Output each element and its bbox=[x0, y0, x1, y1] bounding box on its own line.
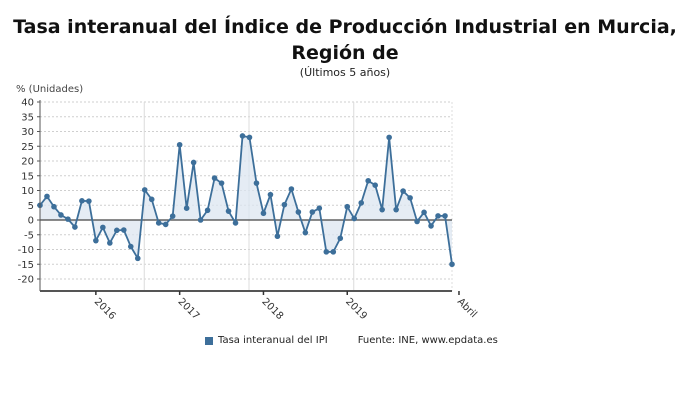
chart-title-line1: Tasa interanual del Índice de Producción… bbox=[13, 16, 677, 38]
chart-title: Tasa interanual del Índice de Producción… bbox=[0, 14, 690, 66]
data-point[interactable] bbox=[239, 133, 246, 139]
data-point[interactable] bbox=[316, 205, 323, 211]
data-point[interactable] bbox=[197, 217, 204, 223]
data-point[interactable] bbox=[107, 240, 113, 246]
data-point[interactable] bbox=[204, 207, 211, 214]
y-tick-label: 0 bbox=[28, 216, 34, 227]
data-point[interactable] bbox=[148, 196, 155, 203]
x-axis-ticks: 2016 2017 2018 2019 Abril bbox=[92, 291, 479, 322]
data-point[interactable] bbox=[428, 223, 434, 229]
data-point[interactable] bbox=[302, 229, 309, 236]
legend: Tasa interanual del IPI Fuente: INE, www… bbox=[205, 335, 498, 346]
series-area bbox=[40, 135, 452, 265]
data-point[interactable] bbox=[414, 218, 420, 225]
y-tick-label: 5 bbox=[28, 201, 34, 212]
y-tick-label: 10 bbox=[21, 186, 34, 197]
data-point[interactable] bbox=[267, 191, 274, 198]
data-point[interactable] bbox=[141, 187, 148, 193]
data-point[interactable] bbox=[344, 203, 351, 210]
data-point[interactable] bbox=[337, 235, 344, 242]
data-point[interactable] bbox=[260, 210, 267, 217]
data-point[interactable] bbox=[218, 180, 225, 186]
data-point[interactable] bbox=[274, 233, 281, 240]
data-point[interactable] bbox=[386, 134, 392, 141]
y-tick-label: 15 bbox=[21, 171, 34, 182]
source-label: Fuente: INE, www.epdata.es bbox=[357, 335, 498, 346]
data-point[interactable] bbox=[232, 220, 239, 226]
data-point[interactable] bbox=[449, 261, 455, 268]
data-point[interactable] bbox=[372, 182, 378, 188]
y-tick-label: -5 bbox=[24, 230, 34, 241]
data-point[interactable] bbox=[58, 212, 64, 218]
data-point[interactable] bbox=[134, 255, 141, 262]
data-point[interactable] bbox=[44, 193, 50, 200]
data-point[interactable] bbox=[323, 249, 330, 255]
y-tick-label: 40 bbox=[21, 98, 34, 109]
series-points bbox=[37, 133, 455, 268]
chart-title-line2: Región de bbox=[291, 42, 399, 64]
data-point[interactable] bbox=[225, 208, 232, 214]
data-point[interactable] bbox=[183, 205, 190, 211]
data-point[interactable] bbox=[114, 227, 120, 234]
data-point[interactable] bbox=[442, 213, 448, 219]
data-point[interactable] bbox=[309, 209, 316, 215]
y-tick-label: -20 bbox=[18, 275, 34, 286]
x-tick-label: 2018 bbox=[259, 296, 285, 322]
data-point[interactable] bbox=[127, 243, 134, 250]
data-point[interactable] bbox=[100, 224, 106, 231]
x-tick-label: 2019 bbox=[343, 296, 369, 322]
y-tick-label: 20 bbox=[21, 157, 34, 168]
x-tick-label: Abril bbox=[455, 296, 479, 320]
y-axis-unit-label: % (Unidades) bbox=[16, 84, 84, 95]
data-point[interactable] bbox=[246, 134, 253, 141]
data-point[interactable] bbox=[169, 213, 176, 219]
data-point[interactable] bbox=[79, 198, 85, 204]
data-point[interactable] bbox=[281, 201, 288, 208]
data-point[interactable] bbox=[365, 177, 372, 184]
data-point[interactable] bbox=[162, 221, 169, 228]
data-point[interactable] bbox=[288, 186, 295, 192]
data-point[interactable] bbox=[51, 203, 57, 210]
data-point[interactable] bbox=[253, 180, 260, 186]
data-point[interactable] bbox=[295, 209, 302, 215]
data-point[interactable] bbox=[421, 209, 427, 216]
series-line bbox=[39, 134, 453, 265]
y-axis-ticks: 40 35 30 25 20 15 10 5 0 -5 -10 -15 -20 bbox=[18, 98, 40, 286]
data-point[interactable] bbox=[176, 141, 183, 148]
y-tick-label: -15 bbox=[18, 260, 34, 271]
data-point[interactable] bbox=[400, 188, 406, 194]
data-point[interactable] bbox=[120, 227, 127, 233]
y-tick-label: -10 bbox=[18, 245, 34, 256]
data-point[interactable] bbox=[358, 200, 365, 206]
data-point[interactable] bbox=[435, 213, 441, 219]
data-point[interactable] bbox=[72, 224, 78, 230]
data-point[interactable] bbox=[351, 215, 358, 222]
data-point[interactable] bbox=[211, 175, 218, 181]
data-point[interactable] bbox=[65, 216, 71, 222]
legend-series-label[interactable]: Tasa interanual del IPI bbox=[218, 335, 328, 346]
x-tick-label: 2016 bbox=[92, 296, 118, 322]
y-tick-label: 35 bbox=[21, 112, 34, 123]
data-point[interactable] bbox=[379, 206, 385, 213]
chart-subtitle: (Últimos 5 años) bbox=[299, 66, 391, 79]
data-point[interactable] bbox=[407, 195, 413, 201]
data-point[interactable] bbox=[155, 220, 162, 226]
data-point[interactable] bbox=[393, 206, 399, 213]
legend-swatch-icon bbox=[205, 336, 213, 345]
data-point[interactable] bbox=[190, 159, 197, 166]
data-point[interactable] bbox=[330, 249, 337, 255]
y-tick-label: 30 bbox=[21, 127, 34, 138]
axes bbox=[39, 100, 452, 292]
x-tick-label: 2017 bbox=[176, 296, 202, 322]
data-point[interactable] bbox=[86, 198, 92, 204]
data-point[interactable] bbox=[93, 237, 99, 244]
y-tick-label: 25 bbox=[21, 142, 34, 153]
